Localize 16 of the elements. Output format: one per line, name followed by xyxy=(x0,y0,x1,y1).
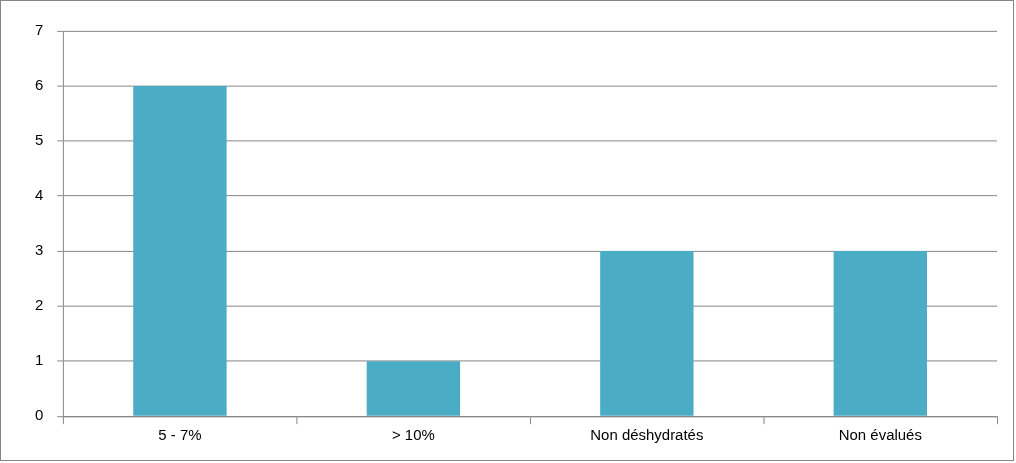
bar xyxy=(133,85,227,416)
bar xyxy=(600,251,694,416)
y-tick-label: 3 xyxy=(34,241,44,259)
x-tick-label: > 10% xyxy=(391,426,435,444)
y-tick-label: 1 xyxy=(34,351,44,369)
y-tick-label: 2 xyxy=(34,296,44,314)
y-tick-label: 0 xyxy=(34,406,44,424)
y-tick-label: 4 xyxy=(34,186,44,204)
x-tick-label: 5 - 7% xyxy=(158,426,202,444)
y-tick-label: 7 xyxy=(34,21,44,38)
y-tick-label: 5 xyxy=(34,131,44,149)
y-tick-label: 6 xyxy=(34,76,44,94)
x-tick-label: Non évalués xyxy=(838,426,922,444)
bar xyxy=(833,251,927,416)
x-tick-label: Non déshydratés xyxy=(590,426,704,444)
bar xyxy=(366,361,461,416)
